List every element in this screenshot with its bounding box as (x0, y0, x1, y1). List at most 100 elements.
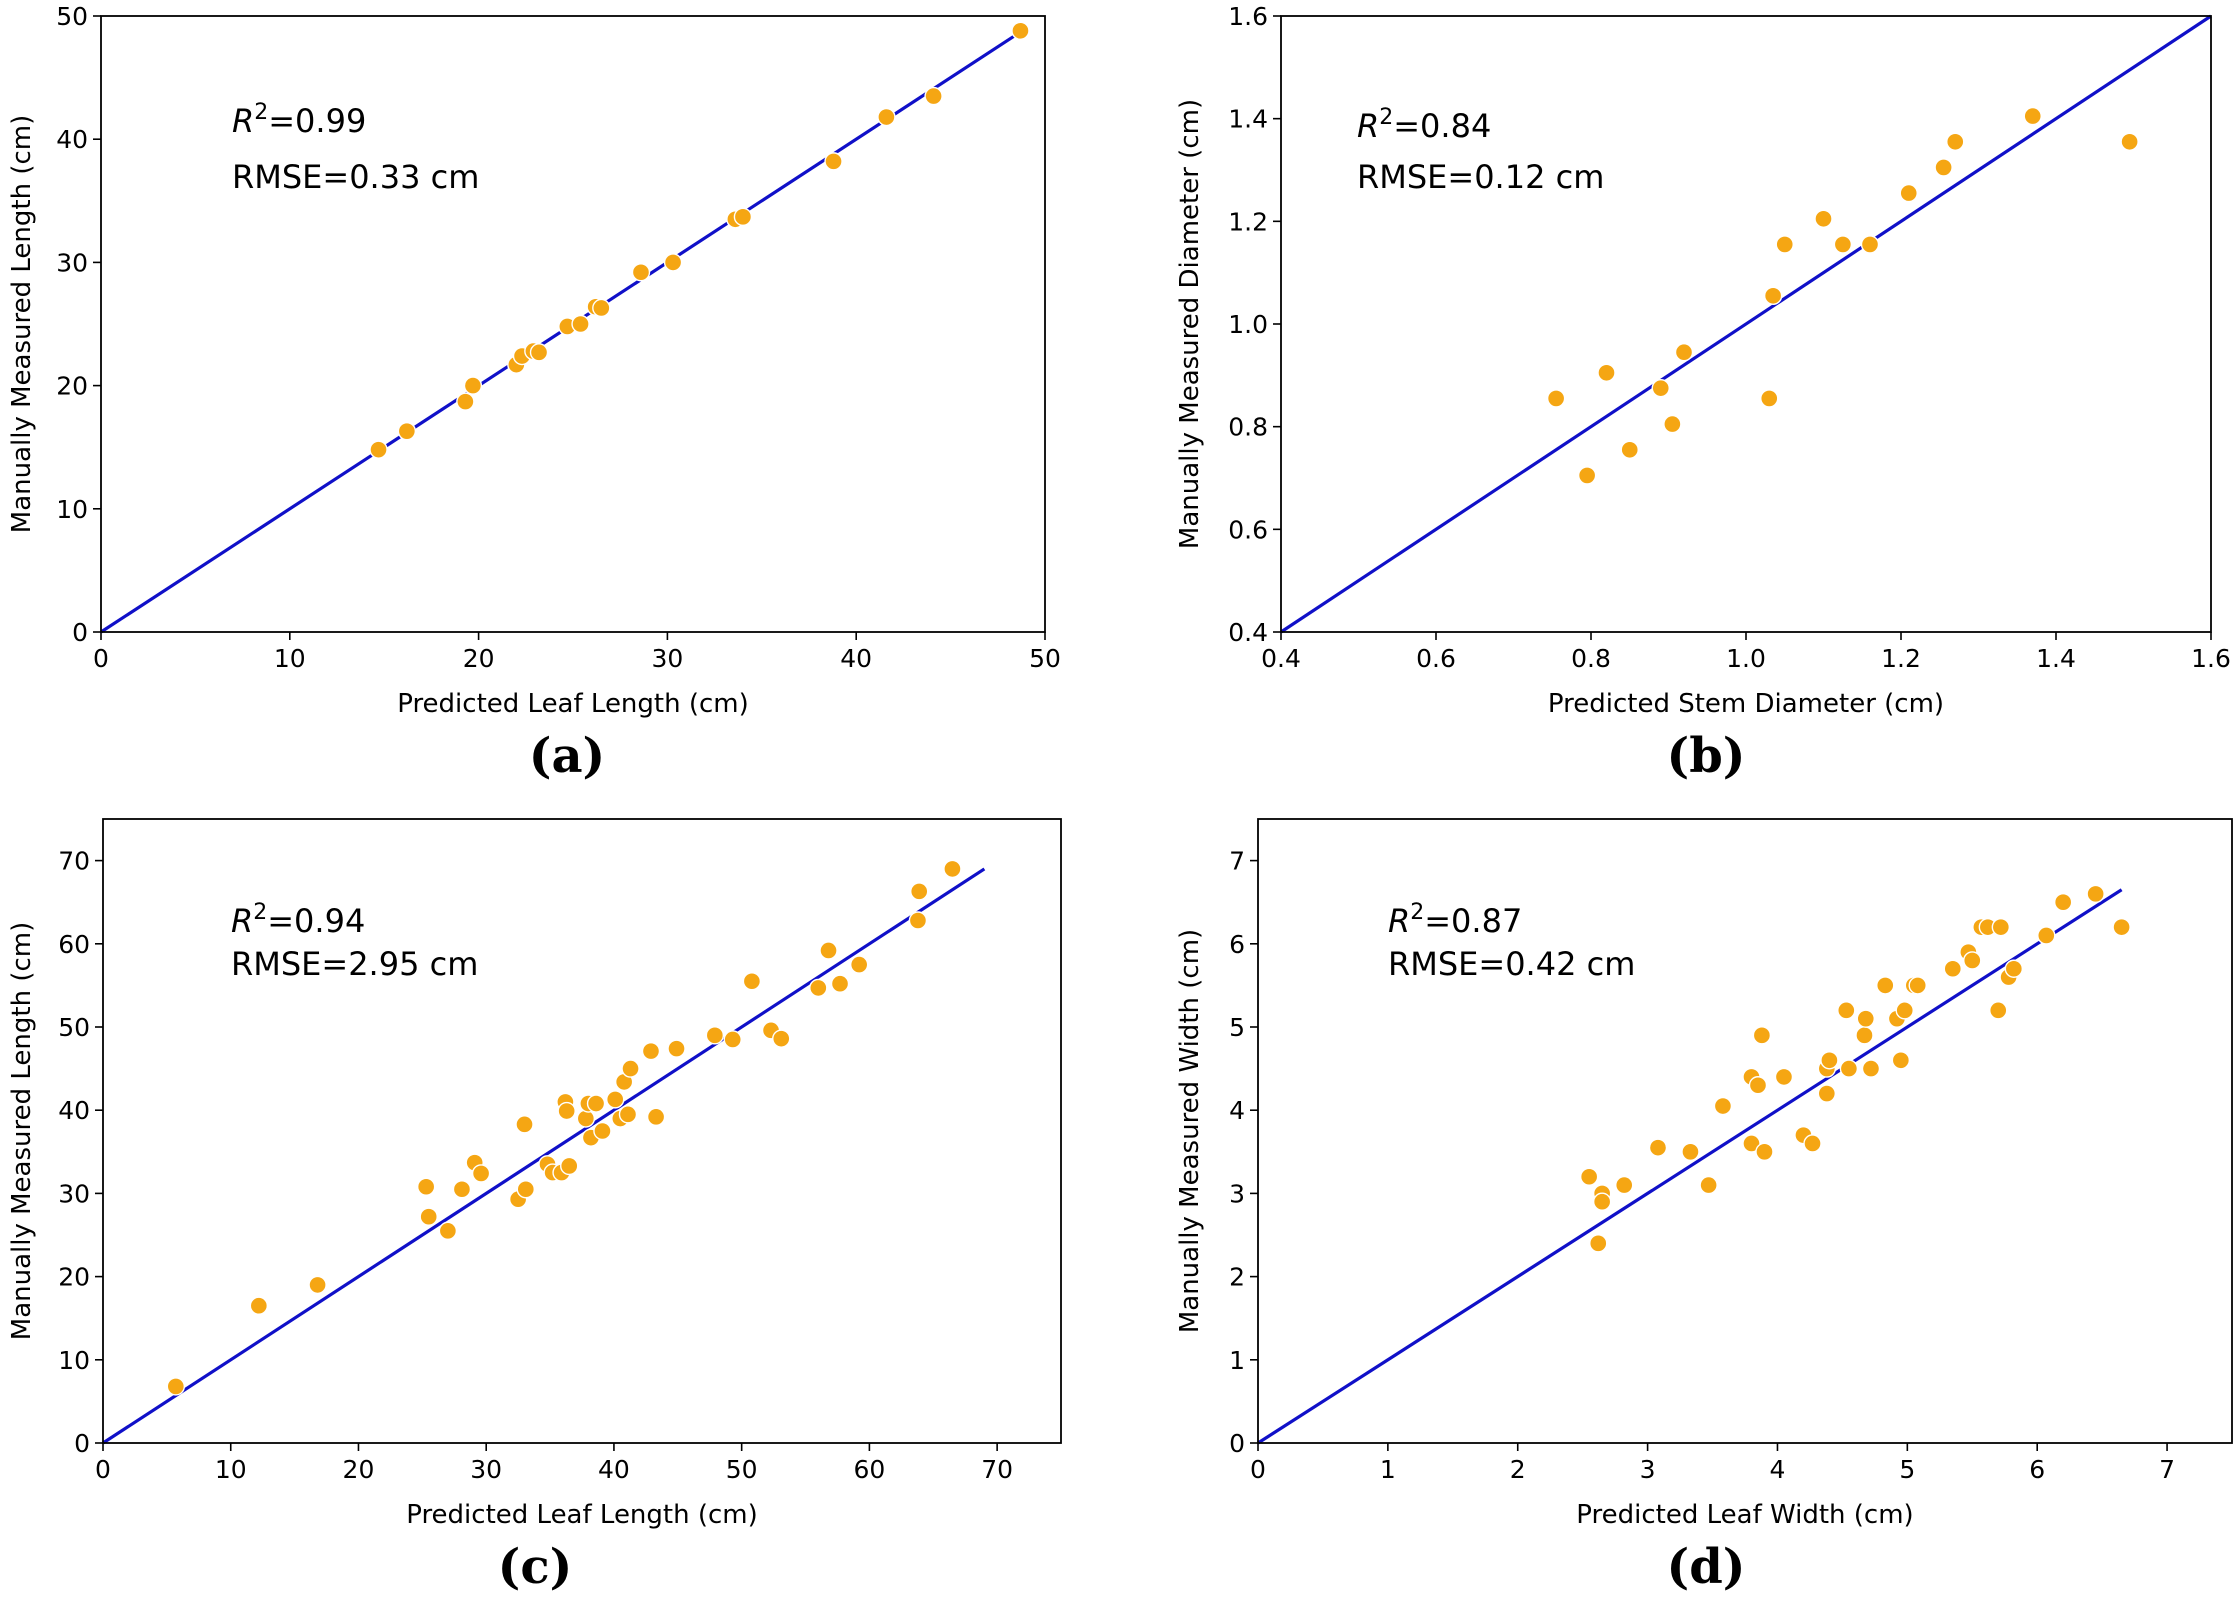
x-axis-label: Predicted Leaf Width (cm) (1576, 1500, 1913, 1530)
data-point (1891, 1051, 1911, 1070)
y-tick-label: 1.0 (1228, 310, 1268, 339)
data-point (1713, 1096, 1733, 1116)
x-tick-label: 3 (1640, 1455, 1656, 1484)
data-point (1946, 132, 1965, 151)
y-tick-label: 0 (74, 1429, 90, 1458)
data-point (397, 421, 417, 441)
data-point (849, 955, 869, 974)
y-tick-label: 1.6 (1228, 2, 1268, 31)
y-tick-label: 0.4 (1228, 618, 1268, 647)
data-point (1681, 1142, 1700, 1162)
data-point (723, 1030, 742, 1049)
data-point (1674, 343, 1694, 362)
data-point (1943, 959, 1962, 978)
data-point (1620, 440, 1639, 459)
data-point (438, 1221, 458, 1241)
x-tick-label: 1.0 (1726, 644, 1766, 673)
data-point (2023, 106, 2042, 126)
data-point (1592, 1192, 1612, 1211)
x-tick-label: 5 (1899, 1455, 1915, 1484)
data-point (830, 974, 850, 993)
x-tick-label: 0.4 (1261, 644, 1301, 673)
x-tick-label: 0.8 (1571, 644, 1611, 673)
rmse-annotation: RMSE=0.12 cm (1357, 158, 1604, 196)
y-tick-label: 1.2 (1228, 207, 1268, 236)
x-tick-label: 10 (274, 644, 306, 673)
data-point (419, 1207, 438, 1226)
x-tick-label: 2 (1510, 1455, 1526, 1484)
data-point (618, 1105, 638, 1124)
data-point (819, 941, 838, 960)
data-point (586, 1094, 606, 1113)
data-point (369, 440, 388, 459)
y-tick-label: 0.8 (1228, 413, 1268, 442)
data-point (2120, 132, 2139, 151)
y-tick-label: 50 (56, 2, 88, 31)
data-point (576, 1109, 596, 1128)
y-tick-label: 5 (1229, 1013, 1245, 1042)
rmse-annotation: RMSE=0.33 cm (232, 158, 479, 196)
data-point (2086, 884, 2105, 904)
data-point (606, 1090, 625, 1109)
data-point (1546, 389, 1566, 408)
data-point (1742, 1134, 1761, 1153)
data-point (908, 911, 928, 930)
data-point (529, 343, 549, 362)
data-point (2004, 959, 2024, 978)
y-axis-label: Manually Measured Diameter (cm) (1175, 99, 1205, 549)
fit-line (1280, 14, 2212, 634)
x-axis-label: Predicted Leaf Length (cm) (397, 689, 749, 719)
y-tick-label: 4 (1229, 1096, 1245, 1125)
x-tick-label: 40 (840, 644, 872, 673)
y-tick-label: 40 (56, 125, 88, 154)
data-point (924, 86, 943, 106)
data-point (1763, 286, 1783, 305)
panel-3: 0 10 20 30 40 50 60 70 0 10 20 30 40 50 60 70 Predicted … (7, 818, 1062, 1595)
data-point (733, 207, 753, 227)
data-point (1833, 235, 1853, 254)
rmse-annotation: RMSE=2.95 cm (231, 945, 478, 983)
data-point (452, 1180, 472, 1199)
data-point (1615, 1175, 1634, 1195)
data-point (1855, 1026, 1874, 1045)
data-point (1589, 1234, 1608, 1253)
x-tick-label: 6 (2029, 1455, 2045, 1484)
data-point (557, 1101, 576, 1121)
data-point (593, 1121, 612, 1141)
axes-frame (1280, 15, 2212, 633)
y-tick-label: 30 (56, 248, 88, 277)
data-point (416, 1177, 436, 1196)
data-point (1760, 389, 1779, 408)
data-point (646, 1107, 666, 1127)
rmse-annotation: RMSE=0.42 cm (1388, 945, 1635, 983)
data-point (824, 152, 843, 171)
data-point (2053, 893, 2073, 912)
data-point (1860, 235, 1880, 254)
data-point (943, 859, 962, 879)
data-point (1991, 917, 2011, 937)
data-point (1755, 1142, 1774, 1162)
axes-frame (100, 15, 1046, 633)
data-point (463, 376, 483, 395)
data-point (1934, 158, 1953, 177)
data-point (1820, 1051, 1839, 1070)
data-point (560, 1156, 579, 1176)
y-axis-label: Manually Measured Length (cm) (7, 922, 37, 1340)
data-point (1663, 414, 1682, 434)
data-point (1899, 183, 1918, 203)
data-point (571, 314, 590, 334)
panel-label: (a) (529, 728, 606, 784)
x-tick-label: 7 (2159, 1455, 2175, 1484)
y-axis-label: Manually Measured Length (cm) (7, 115, 37, 533)
data-point (1748, 1076, 1768, 1095)
x-axis-label: Predicted Stem Diameter (cm) (1548, 689, 1944, 719)
data-point (667, 1039, 686, 1058)
y-tick-label: 3 (1229, 1179, 1245, 1208)
y-tick-label: 0 (1229, 1429, 1245, 1458)
y-tick-label: 70 (58, 847, 90, 876)
data-point (1963, 951, 1982, 970)
data-point (166, 1377, 186, 1396)
y-tick-label: 0 (72, 618, 88, 647)
r2-annotation: R2=0.99 (232, 100, 366, 140)
x-axis-label: Predicted Leaf Length (cm) (406, 1500, 758, 1530)
